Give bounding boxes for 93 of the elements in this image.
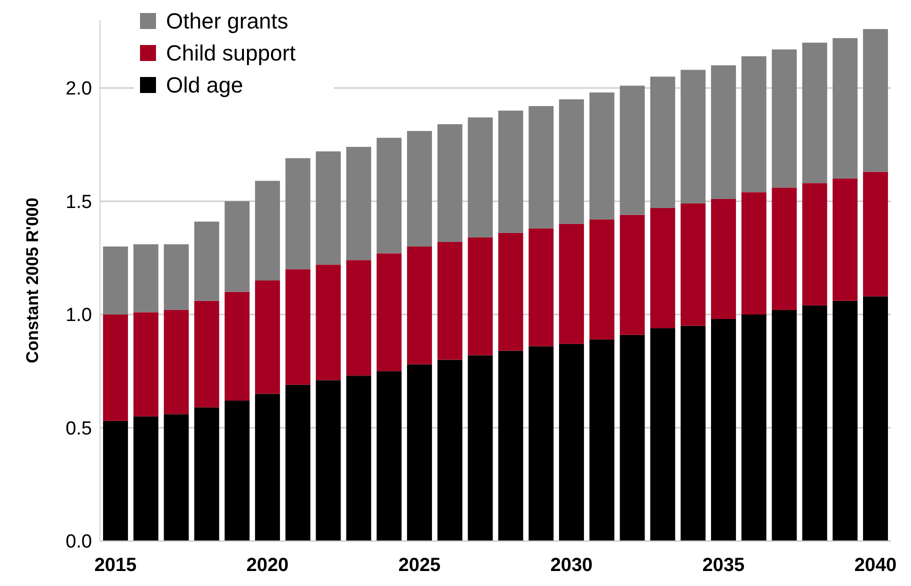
bar bbox=[133, 312, 158, 416]
bar bbox=[528, 346, 554, 541]
legend-label: Other grants bbox=[166, 8, 288, 34]
bar bbox=[589, 92, 614, 220]
bar bbox=[164, 310, 189, 414]
bar bbox=[133, 244, 158, 312]
bar bbox=[863, 296, 888, 541]
bar bbox=[802, 183, 828, 306]
bar bbox=[224, 400, 250, 541]
bar bbox=[255, 394, 280, 541]
bar bbox=[620, 334, 645, 541]
bar bbox=[528, 106, 554, 228]
y-tick-label: 0.5 bbox=[66, 418, 92, 440]
bar bbox=[680, 70, 706, 204]
x-tick-label: 2015 bbox=[94, 555, 138, 576]
bar bbox=[255, 280, 280, 394]
bar bbox=[194, 222, 220, 301]
bar bbox=[650, 76, 676, 208]
bar bbox=[468, 237, 493, 356]
y-tick-label: 1.0 bbox=[66, 305, 92, 326]
bar bbox=[498, 110, 524, 233]
bar bbox=[589, 219, 614, 340]
bar bbox=[559, 99, 584, 224]
bar bbox=[376, 253, 402, 372]
bar bbox=[346, 146, 372, 260]
bar bbox=[832, 300, 858, 541]
bar bbox=[680, 203, 706, 326]
bar bbox=[498, 350, 524, 541]
bar bbox=[711, 198, 736, 320]
bar bbox=[863, 29, 888, 172]
bar bbox=[103, 420, 128, 541]
bar bbox=[194, 300, 220, 408]
bar bbox=[285, 384, 310, 541]
bar bbox=[407, 130, 432, 247]
bar bbox=[376, 371, 402, 541]
bar bbox=[316, 151, 341, 265]
legend-label: Old age bbox=[166, 72, 244, 98]
bar bbox=[620, 86, 645, 215]
bar bbox=[711, 65, 736, 199]
bar bbox=[559, 344, 584, 541]
bar bbox=[437, 124, 462, 242]
bar bbox=[224, 292, 250, 401]
bar bbox=[863, 172, 888, 296]
bar bbox=[346, 260, 372, 376]
x-tick-label: 2035 bbox=[702, 555, 746, 576]
y-tick-label: 2.0 bbox=[66, 78, 92, 100]
bar bbox=[194, 407, 220, 541]
bar bbox=[468, 117, 493, 238]
bar bbox=[133, 416, 158, 541]
bar bbox=[407, 246, 432, 364]
bar bbox=[741, 56, 766, 192]
bar bbox=[255, 180, 280, 280]
bar bbox=[832, 178, 858, 301]
bar bbox=[376, 138, 402, 254]
bar bbox=[103, 314, 128, 421]
bar bbox=[164, 414, 189, 541]
bar bbox=[224, 201, 250, 292]
bar bbox=[528, 228, 554, 346]
bar bbox=[164, 244, 189, 310]
bar bbox=[772, 188, 797, 310]
x-tick-label: 2040 bbox=[854, 555, 897, 576]
bar bbox=[498, 232, 524, 351]
x-tick-label: 2025 bbox=[398, 555, 442, 576]
bar bbox=[741, 314, 766, 541]
bar bbox=[437, 242, 462, 360]
bar bbox=[680, 326, 706, 541]
bar bbox=[802, 42, 828, 184]
bar bbox=[437, 360, 462, 541]
bar bbox=[407, 364, 432, 541]
bar bbox=[711, 319, 736, 541]
bar bbox=[468, 355, 493, 541]
bar bbox=[772, 310, 797, 541]
bar bbox=[620, 214, 645, 335]
bar bbox=[285, 158, 310, 270]
bar bbox=[103, 246, 128, 314]
x-tick-label: 2030 bbox=[550, 555, 593, 576]
bar bbox=[346, 376, 372, 541]
bar bbox=[316, 380, 341, 541]
bar bbox=[802, 305, 828, 541]
bar bbox=[650, 208, 676, 328]
legend-label: Child support bbox=[166, 40, 296, 66]
y-tick-label: 1.5 bbox=[66, 192, 92, 213]
bar bbox=[650, 328, 676, 541]
bar bbox=[832, 38, 858, 179]
y-axis-title: Constant 2005 R'000 bbox=[23, 198, 42, 364]
bar bbox=[316, 264, 341, 380]
bar bbox=[285, 269, 310, 385]
x-tick-label: 2020 bbox=[246, 555, 289, 576]
bar bbox=[741, 192, 766, 314]
bar bbox=[772, 49, 797, 188]
bar bbox=[589, 339, 614, 541]
y-tick-label: 0.0 bbox=[66, 532, 92, 553]
bar bbox=[559, 224, 584, 344]
